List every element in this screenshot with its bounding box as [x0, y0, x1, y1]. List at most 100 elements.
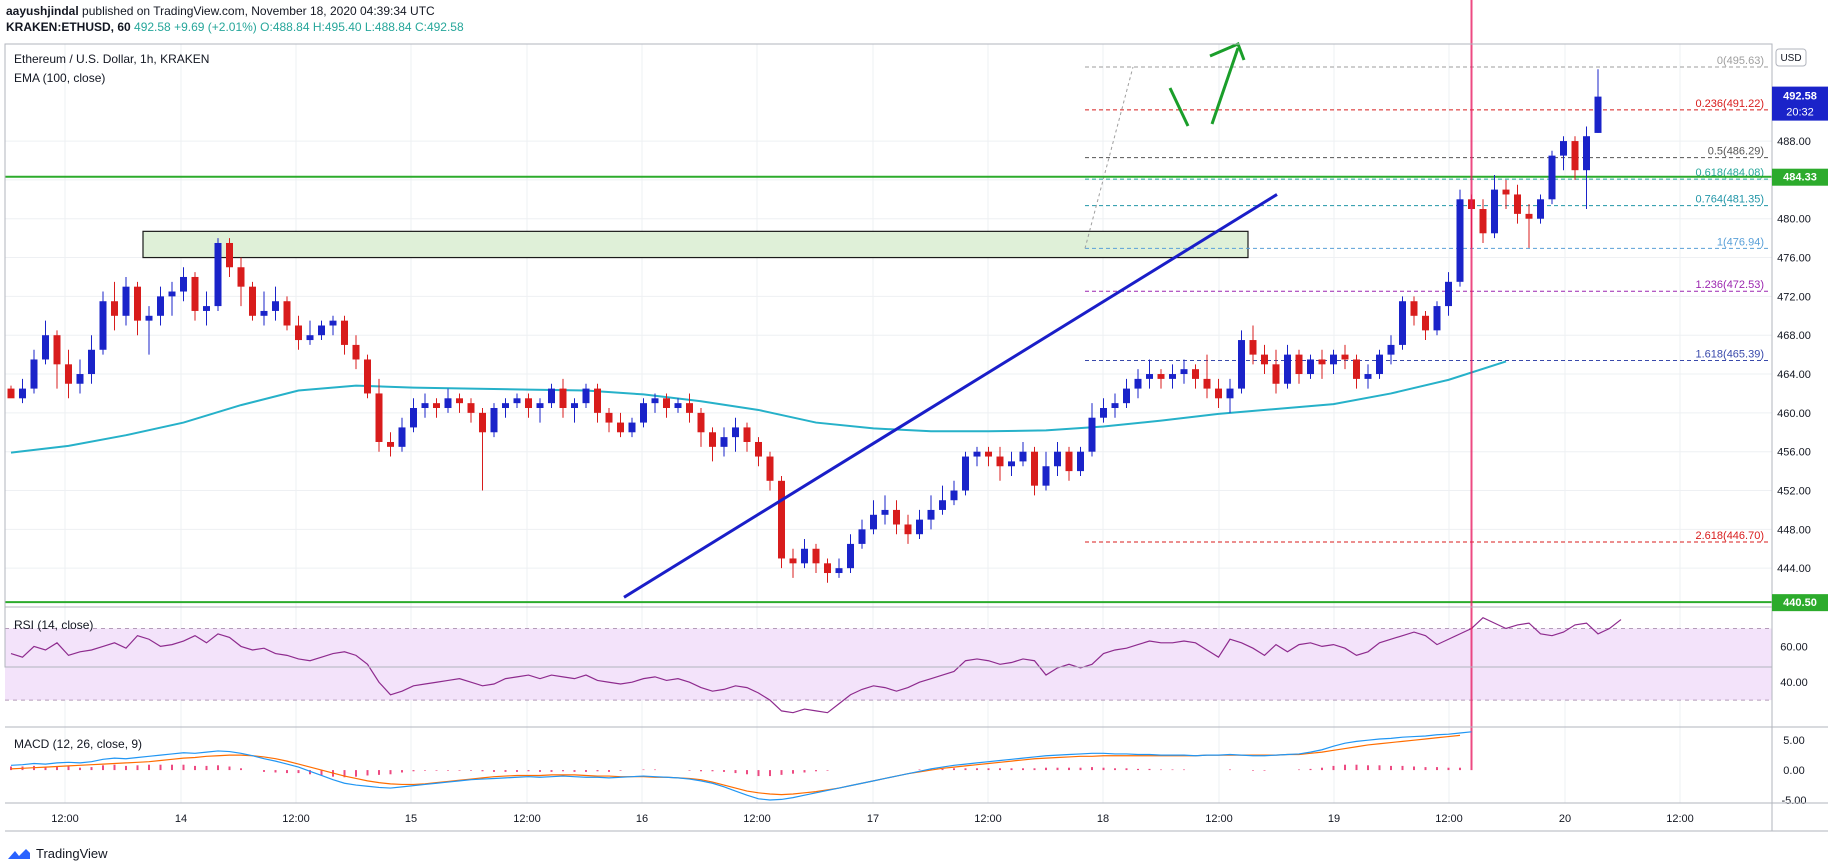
candle-body [1238, 340, 1245, 389]
candle-body [99, 301, 107, 350]
rsi-legend: RSI (14, close) [14, 618, 93, 632]
forecast-arrow-head [1209, 42, 1246, 61]
candle [513, 393, 521, 409]
candle-body [1065, 451, 1073, 472]
candle [881, 495, 889, 525]
candle [1399, 296, 1406, 350]
candle-body [1376, 354, 1383, 375]
candle-body [651, 398, 659, 404]
candle-body [755, 441, 762, 457]
candle [1238, 330, 1245, 394]
candle [640, 398, 647, 428]
candle [778, 475, 785, 569]
macd-line [10, 731, 1472, 801]
y-tick-label: 488.00 [1777, 136, 1811, 148]
candle-body [1548, 155, 1556, 200]
candle-body [134, 286, 141, 321]
currency-button[interactable] [1775, 48, 1807, 67]
candle [1364, 364, 1372, 389]
candle-body [1456, 199, 1464, 282]
candle [30, 349, 38, 394]
candle-body [1272, 364, 1280, 384]
candle [180, 267, 187, 302]
fib-level-label: 0.764(481.35) [1696, 194, 1765, 206]
x-tick-label: 18 [1097, 813, 1109, 825]
candle [1054, 441, 1061, 476]
candle [755, 437, 762, 467]
candle [1226, 378, 1234, 413]
candle [720, 427, 728, 457]
candle-body [1479, 209, 1487, 234]
candle-body [1203, 378, 1211, 389]
ohlc-values: O:488.84 H:495.40 L:488.84 C:492.58 [260, 20, 464, 34]
fib-level-label: 0.236(491.22) [1696, 98, 1765, 110]
candle [1134, 369, 1142, 399]
candle-body [858, 529, 866, 544]
price-tag-price: 492.58 [1783, 91, 1817, 103]
fib-level-label: 1.236(472.53) [1696, 279, 1765, 291]
candle [847, 534, 854, 574]
candle-body [502, 403, 509, 409]
candle [1594, 69, 1602, 133]
candle [1548, 150, 1556, 205]
x-tick-label: 12:00 [1435, 813, 1463, 825]
candle-body [145, 315, 153, 321]
candle-body [1307, 359, 1314, 375]
ema-line [10, 360, 1507, 454]
candle-body [318, 325, 325, 336]
y-tick-label: 464.00 [1777, 369, 1811, 381]
candle [145, 306, 153, 355]
candle-body [76, 374, 84, 384]
publisher-name[interactable]: aayushjindal [6, 4, 79, 18]
candle-body [1077, 451, 1084, 472]
candle [306, 320, 314, 345]
candle [1157, 369, 1165, 389]
rsi-tick-label: 60.00 [1780, 641, 1808, 653]
candle [387, 432, 394, 457]
candle-body [1445, 281, 1452, 307]
candle-body [847, 543, 854, 569]
candle [65, 349, 72, 399]
symbol: KRAKEN:ETHUSD, 60 [6, 20, 131, 34]
candle [1249, 325, 1257, 365]
candle [249, 281, 256, 321]
candle-body [559, 388, 567, 409]
candle-body [766, 456, 774, 481]
symbol-info: KRAKEN:ETHUSD, 60 492.58 +9.69 (+2.01%) … [6, 20, 464, 34]
support-tag-upper-label: 484.33 [1783, 172, 1817, 184]
candle-body [824, 563, 831, 574]
tradingview-watermark[interactable]: TradingView [6, 846, 108, 861]
candle [42, 320, 49, 365]
candle-body [1594, 96, 1602, 133]
candle-body [1226, 388, 1234, 399]
candle [157, 286, 164, 326]
candle [1318, 349, 1326, 379]
candle-body [65, 364, 72, 384]
candle [950, 480, 958, 506]
candle [582, 383, 590, 409]
candle [1169, 364, 1176, 389]
x-tick-label: 16 [636, 813, 648, 825]
price-tag-countdown: 20:32 [1786, 107, 1814, 119]
candle [398, 417, 406, 452]
candle [168, 281, 176, 316]
candle [1088, 403, 1096, 457]
candle [789, 548, 797, 578]
candle-body [398, 427, 406, 447]
fib-level-label: 0(495.63) [1717, 55, 1764, 67]
candle [594, 383, 601, 423]
y-tick-label: 452.00 [1777, 486, 1811, 498]
macd-tick-label: 5.00 [1783, 735, 1804, 747]
publish-info: aayushjindal published on TradingView.co… [6, 4, 435, 18]
candle [1215, 378, 1222, 409]
candle-body [1318, 359, 1326, 365]
candle [191, 272, 199, 321]
candle-body [168, 291, 176, 297]
candle [801, 539, 808, 569]
candle-body [30, 359, 38, 389]
candle-body [916, 519, 923, 535]
candle [559, 378, 567, 418]
candle [1307, 354, 1314, 379]
candle [536, 398, 544, 423]
